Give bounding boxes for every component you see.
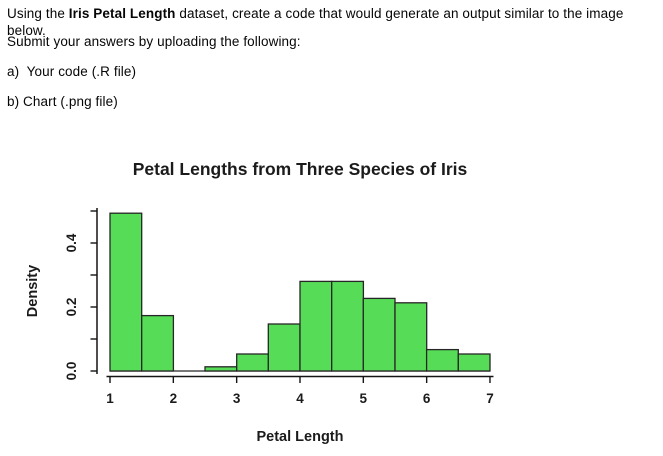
histogram-bar: [267, 323, 301, 372]
submit-instructions: Submit your answers by uploading the fol…: [7, 34, 301, 49]
histogram-chart: Petal Lengths from Three Species of Iris…: [25, 159, 494, 445]
axes-group: 1 2 3 4 5 6 7 0.0 0.2 0.4: [64, 208, 494, 406]
histogram-bar: [299, 280, 333, 372]
y-tick-label: 0.0: [64, 362, 79, 381]
histogram-bar: [394, 302, 428, 372]
histogram-bar: [204, 366, 238, 372]
list-item-b: b) Chart (.png file): [7, 94, 118, 109]
x-tick-label: 6: [423, 391, 431, 406]
y-tick-label: 0.2: [64, 298, 79, 317]
x-tick-label: 2: [170, 391, 178, 406]
x-tick-label: 7: [486, 391, 494, 406]
x-tick-label: 3: [233, 391, 241, 406]
histogram-bar: [457, 353, 491, 372]
list-item-a: a) Your code (.R file): [7, 64, 137, 79]
histogram-bar: [141, 314, 175, 372]
y-tick-label: 0.4: [64, 233, 79, 252]
instruction-prefix: Using the: [7, 6, 69, 21]
x-tick-label: 1: [106, 391, 114, 406]
histogram-bar: [109, 212, 143, 372]
x-tick-label: 5: [360, 391, 368, 406]
bars-group: [109, 212, 491, 372]
y-axis-title: Density: [25, 265, 41, 317]
histogram-bar: [362, 297, 396, 372]
x-axis-title: Petal Length: [256, 429, 343, 445]
instruction-paragraph: Using the Iris Petal Length dataset, cre…: [7, 5, 663, 39]
histogram-bar: [425, 348, 459, 372]
instruction-dataset-name: Iris Petal Length: [68, 6, 176, 21]
histogram-bar: [236, 353, 270, 372]
histogram-bar: [331, 280, 365, 372]
x-tick-label: 4: [296, 391, 304, 406]
chart-title: Petal Lengths from Three Species of Iris: [133, 159, 468, 179]
instruction-suffix: dataset, create a code that would genera…: [7, 6, 628, 38]
